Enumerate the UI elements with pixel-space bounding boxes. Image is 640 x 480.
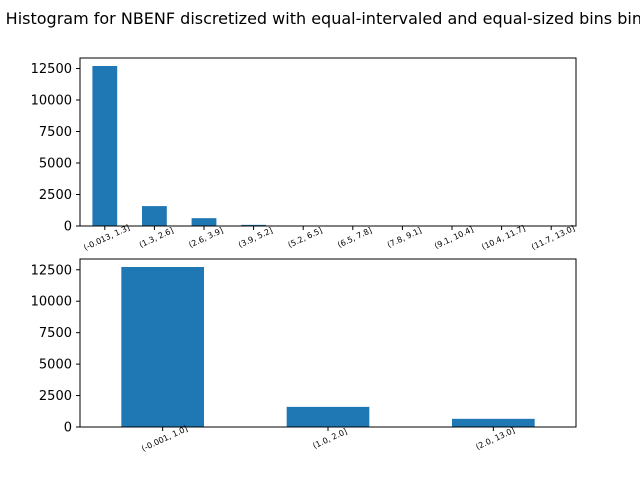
bar-0 xyxy=(121,267,204,427)
y-tick-label: 7500 xyxy=(39,125,72,140)
bar-1 xyxy=(142,206,167,226)
x-tick-label: (1.3, 2.6] xyxy=(138,226,175,250)
x-tick-label: (-0.001, 1.0] xyxy=(140,424,189,453)
x-tick-label: (5.2, 6.5] xyxy=(287,226,324,250)
x-tick-label: (11.7, 13.0] xyxy=(530,224,576,252)
x-tick-label: (10.4, 11.7] xyxy=(480,224,526,252)
y-tick-label: 12500 xyxy=(31,62,72,77)
y-tick-label: 10000 xyxy=(31,94,72,109)
y-tick-label: 5000 xyxy=(39,358,72,373)
y-tick-label: 10000 xyxy=(31,295,72,310)
bottom-histogram: 0 2500 5000 7500 10000 12500 (-0.001, 1.0] (1.0… xyxy=(31,258,577,453)
chart-title: Histogram for NBENF discretized with equ… xyxy=(6,9,640,28)
bar-1 xyxy=(286,406,370,427)
x-tick-label: (2.0, 13.0] xyxy=(474,426,516,452)
y-tick-label: 2500 xyxy=(39,188,72,203)
y-tick-label: 5000 xyxy=(39,157,72,172)
x-tick-label: (6.5, 7.8] xyxy=(336,226,373,250)
y-tick-label: 2500 xyxy=(39,389,72,404)
axes-frame xyxy=(79,57,577,227)
x-tick-label: (7.8, 9.1] xyxy=(386,226,423,250)
top-histogram: 0 2500 5000 7500 10000 12500 (-0.013, 1.3] (1.3… xyxy=(31,57,577,252)
x-tick-label: (2.6, 3.9] xyxy=(187,226,224,250)
bar-0 xyxy=(92,66,118,226)
x-tick-label: (1.0, 2.0] xyxy=(311,427,348,451)
x-tick-label: (3.9, 5.2] xyxy=(237,226,274,250)
y-tick-label: 0 xyxy=(64,220,72,235)
bar-2 xyxy=(191,218,217,226)
y-tick-label: 12500 xyxy=(31,263,72,278)
y-tick-label: 0 xyxy=(64,421,72,436)
bar-2 xyxy=(452,418,535,427)
y-tick-label: 7500 xyxy=(39,326,72,341)
bar-3 xyxy=(241,224,266,226)
x-tick-label: (-0.013, 1.3] xyxy=(82,223,131,252)
x-tick-label: (9.1, 10.4] xyxy=(433,225,475,251)
